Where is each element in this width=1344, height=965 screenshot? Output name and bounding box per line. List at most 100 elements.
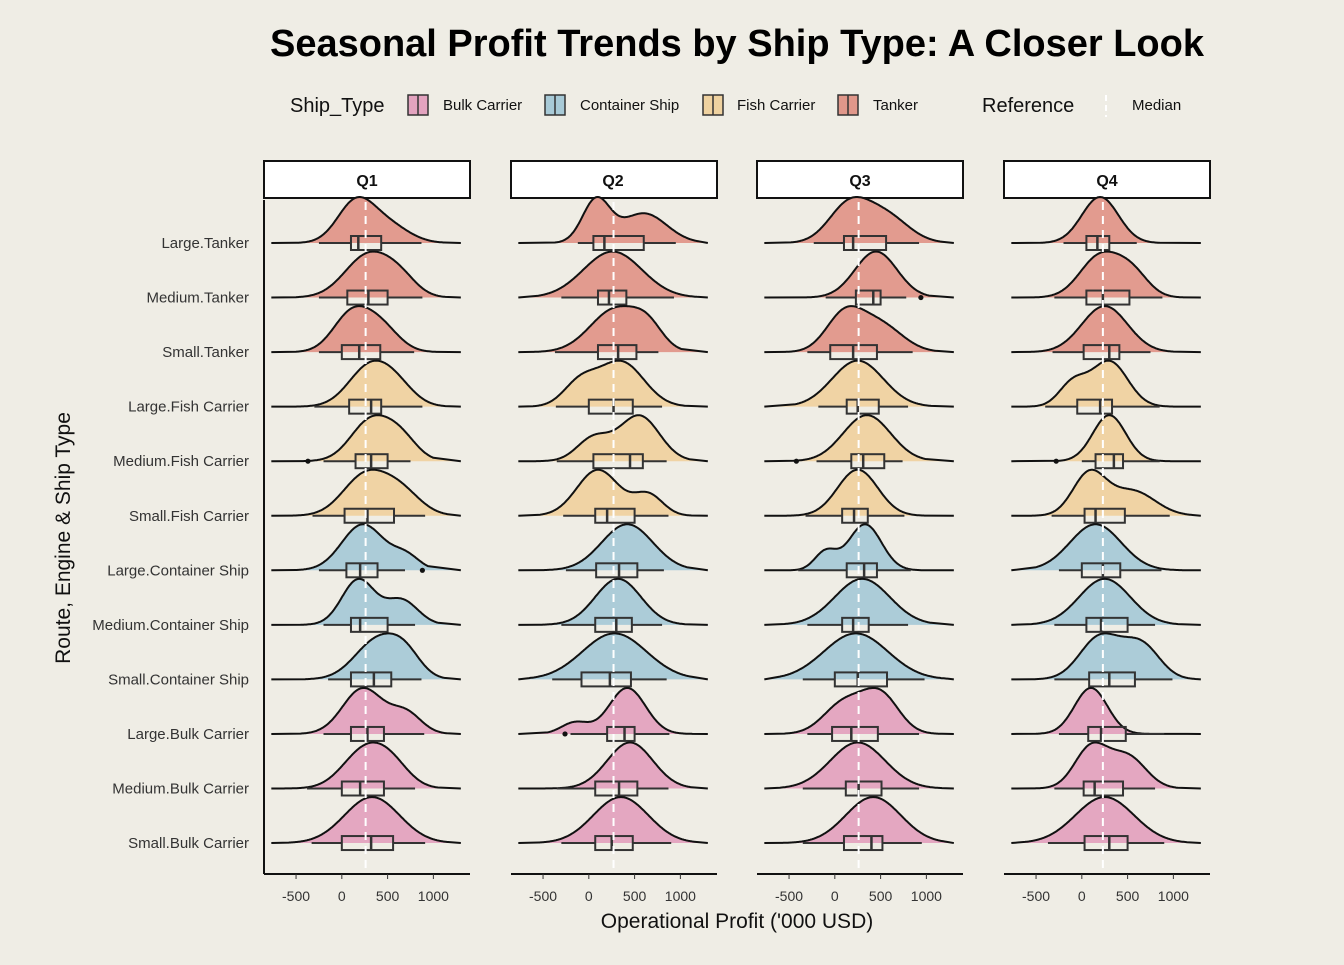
- legend: Ship_Type Bulk Carrier Container Ship Fi…: [290, 94, 1181, 117]
- ridge-outline-small-container-ship-q2: [518, 632, 709, 681]
- box-large-tanker-q2: [592, 235, 645, 251]
- panel-q3: [757, 196, 963, 875]
- ridge-large-container-ship-q4: [1011, 524, 1201, 571]
- ridge-outline-medium-tanker-q1: [271, 250, 461, 299]
- legend-label-container-ship: Container Ship: [580, 97, 679, 114]
- ridge-large-fish-carrier-q3: [764, 360, 954, 407]
- box-small-tanker-q4: [1082, 344, 1121, 361]
- outlier-medium-fish-carrier-q3-0: [793, 458, 799, 464]
- x-tick-label-q2-2: 500: [623, 888, 647, 904]
- ridge-outline-large-tanker-q4: [1011, 196, 1201, 244]
- panel-q2: [511, 196, 717, 875]
- reference-legend-label: Median: [1132, 97, 1181, 114]
- strip-box-q2: [510, 160, 718, 199]
- ridge-outline-small-fish-carrier-q1: [271, 468, 461, 517]
- ridge-outline-small-tanker-q2: [518, 305, 708, 354]
- outlier-medium-fish-carrier-q1-0: [305, 458, 311, 464]
- x-tick-label-q3-0: -500: [775, 888, 803, 904]
- strip-box-q4: [1003, 160, 1211, 199]
- ridge-large-container-ship-q1: [271, 524, 461, 571]
- x-tick-label-q3-1: 0: [831, 888, 839, 904]
- ridge-outline-large-fish-carrier-q3: [764, 359, 954, 408]
- y-tick-label-medium-fish-carrier: Medium.Fish Carrier: [113, 453, 249, 470]
- ridge-small-bulk-carrier-q4: [1011, 797, 1201, 844]
- ridge-outline-small-fish-carrier-q3: [764, 468, 954, 517]
- ridge-medium-tanker-q4: [1011, 251, 1201, 298]
- facet-strips: Q1 Q2 Q3 Q4: [263, 160, 1211, 199]
- box-medium-container-ship-q3: [841, 616, 870, 633]
- y-tick-label-large-container-ship: Large.Container Ship: [107, 562, 249, 579]
- x-tick-label-q1-3: 1000: [418, 888, 449, 904]
- ridge-outline-medium-bulk-carrier-q1: [271, 741, 461, 790]
- ridge-small-tanker-q4: [1011, 306, 1201, 353]
- ridge-outline-small-tanker-q3: [764, 305, 954, 354]
- y-tick-label-small-fish-carrier: Small.Fish Carrier: [129, 508, 249, 525]
- box-medium-bulk-carrier-q1: [340, 780, 385, 797]
- box-large-fish-carrier-q3: [845, 398, 880, 415]
- x-tick-label-q2-0: -500: [529, 888, 557, 904]
- ridge-large-fish-carrier-q1: [271, 360, 461, 407]
- ridge-large-bulk-carrier-q4: [1011, 688, 1201, 734]
- box-large-bulk-carrier-q3: [831, 725, 879, 742]
- legend-title: Ship_Type: [290, 95, 385, 117]
- y-axis-title: Route, Engine & Ship Type: [52, 412, 75, 664]
- strip-box-q3: [756, 160, 964, 199]
- ridge-outline-small-fish-carrier-q4: [1011, 468, 1201, 517]
- box-small-container-ship-q2: [580, 671, 632, 688]
- box-medium-tanker-q4: [1085, 289, 1131, 306]
- ridge-small-fish-carrier-q3: [764, 469, 954, 516]
- box-medium-fish-carrier-q2: [592, 453, 644, 470]
- ridge-small-fish-carrier-q1: [271, 469, 461, 516]
- legend-label-tanker: Tanker: [873, 97, 918, 114]
- ridge-small-fish-carrier-q4: [1011, 469, 1201, 516]
- legend-label-fish-carrier: Fish Carrier: [737, 97, 815, 114]
- ridge-large-tanker-q4: [1011, 197, 1201, 243]
- ridge-outline-large-bulk-carrier-q2: [518, 687, 708, 735]
- box-medium-bulk-carrier-q3: [844, 780, 883, 797]
- ridge-outline-small-bulk-carrier-q1: [271, 796, 461, 845]
- ridge-large-container-ship-q3: [764, 524, 954, 571]
- x-axis-title: Operational Profit ('000 USD): [601, 910, 873, 933]
- ridge-outline-large-tanker-q3: [764, 196, 954, 244]
- ridge-medium-fish-carrier-q1: [271, 415, 461, 462]
- y-tick-label-medium-container-ship: Medium.Container Ship: [92, 617, 249, 634]
- x-tick-label-q1-0: -500: [282, 888, 310, 904]
- ridge-outline-large-tanker-q2: [518, 196, 709, 244]
- x-tick-label-q3-3: 1000: [911, 888, 942, 904]
- x-tick-label-q4-1: 0: [1078, 888, 1086, 904]
- ridge-outline-medium-tanker-q2: [518, 250, 708, 299]
- x-tick-label-q4-0: -500: [1022, 888, 1050, 904]
- ridge-outline-large-bulk-carrier-q1: [271, 687, 461, 735]
- y-tick-label-small-bulk-carrier: Small.Bulk Carrier: [128, 835, 249, 852]
- ridge-outline-small-bulk-carrier-q4: [1011, 796, 1201, 845]
- legend-keys: [407, 94, 859, 116]
- box-large-container-ship-q4: [1080, 562, 1122, 579]
- ridge-outline-medium-container-ship-q2: [518, 577, 708, 626]
- ridge-outline-medium-tanker-q4: [1011, 250, 1201, 299]
- outlier-large-container-ship-q1-0: [419, 567, 425, 573]
- ridge-outline-medium-tanker-q3: [764, 250, 954, 299]
- y-tick-label-small-container-ship: Small.Container Ship: [108, 671, 249, 688]
- strip-box-q1: [263, 160, 471, 199]
- outlier-large-bulk-carrier-q2-0: [562, 731, 568, 737]
- reference-legend-title: Reference: [982, 95, 1074, 117]
- box-medium-fish-carrier-q3: [850, 453, 886, 470]
- box-large-fish-carrier-q2: [587, 398, 634, 415]
- ridge-medium-fish-carrier-q4: [1011, 415, 1201, 462]
- y-tick-label-medium-bulk-carrier: Medium.Bulk Carrier: [112, 781, 249, 798]
- ridge-outline-medium-bulk-carrier-q4: [1011, 741, 1201, 790]
- x-tick-label-q4-2: 500: [1116, 888, 1140, 904]
- box-small-container-ship-q4: [1088, 671, 1136, 688]
- outlier-medium-tanker-q3-0: [918, 294, 924, 301]
- box-medium-bulk-carrier-q2: [594, 780, 639, 797]
- ridge-outline-small-bulk-carrier-q3: [764, 796, 955, 845]
- strip-label-q4: Q4: [1096, 173, 1117, 190]
- box-large-tanker-q3: [842, 235, 888, 251]
- ridge-outline-large-fish-carrier-q1: [271, 359, 461, 408]
- ridge-outline-medium-container-ship-q4: [1011, 577, 1201, 626]
- ridge-outline-small-fish-carrier-q2: [518, 468, 708, 517]
- strip-label-q1: Q1: [356, 173, 377, 190]
- y-tick-label-small-tanker: Small.Tanker: [162, 344, 249, 361]
